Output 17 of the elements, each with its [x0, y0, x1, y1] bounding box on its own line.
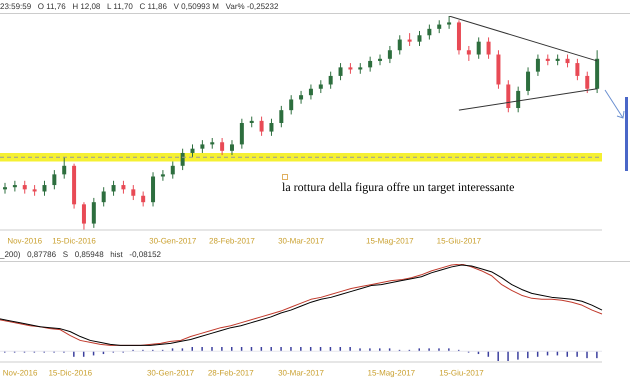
x-tick-label: 15-Dic-2016 — [52, 236, 96, 246]
x-tick-label: 15-Giu-2017 — [436, 236, 482, 246]
x-tick-label: 30-Gen-2017 — [149, 236, 197, 246]
x-tick-label: 28-Feb-2017 — [208, 368, 254, 378]
x-tick-label: 15-Dic-2016 — [48, 368, 93, 378]
annotation: la rottura della figura offre un target interessante — [282, 180, 514, 195]
x-tick-label: 15-Giu-2017 — [439, 368, 484, 378]
x-tick-label: 30-Gen-2017 — [146, 368, 195, 378]
x-tick-label: 30-Mar-2017 — [278, 368, 324, 378]
x-tick-label: Nov-2016 — [2, 368, 38, 378]
x-tick-label: 15-Mag-2017 — [368, 368, 416, 378]
x-tick-label: 15-Mag-2017 — [366, 236, 414, 246]
text: 23:59:59 O 11,76 H 12,08 L 11,70 C 11,86 V 0,50993 M Var% -0,25232 — [0, 2, 278, 11]
x-tick-label: 28-Feb-2017 — [209, 236, 256, 246]
text: _200) 0,87786 S 0,85948 hist -0,08152 — [0, 250, 162, 259]
x-tick-label: Nov-2016 — [7, 236, 43, 246]
x-tick-label: 30-Mar-2017 — [278, 236, 324, 246]
